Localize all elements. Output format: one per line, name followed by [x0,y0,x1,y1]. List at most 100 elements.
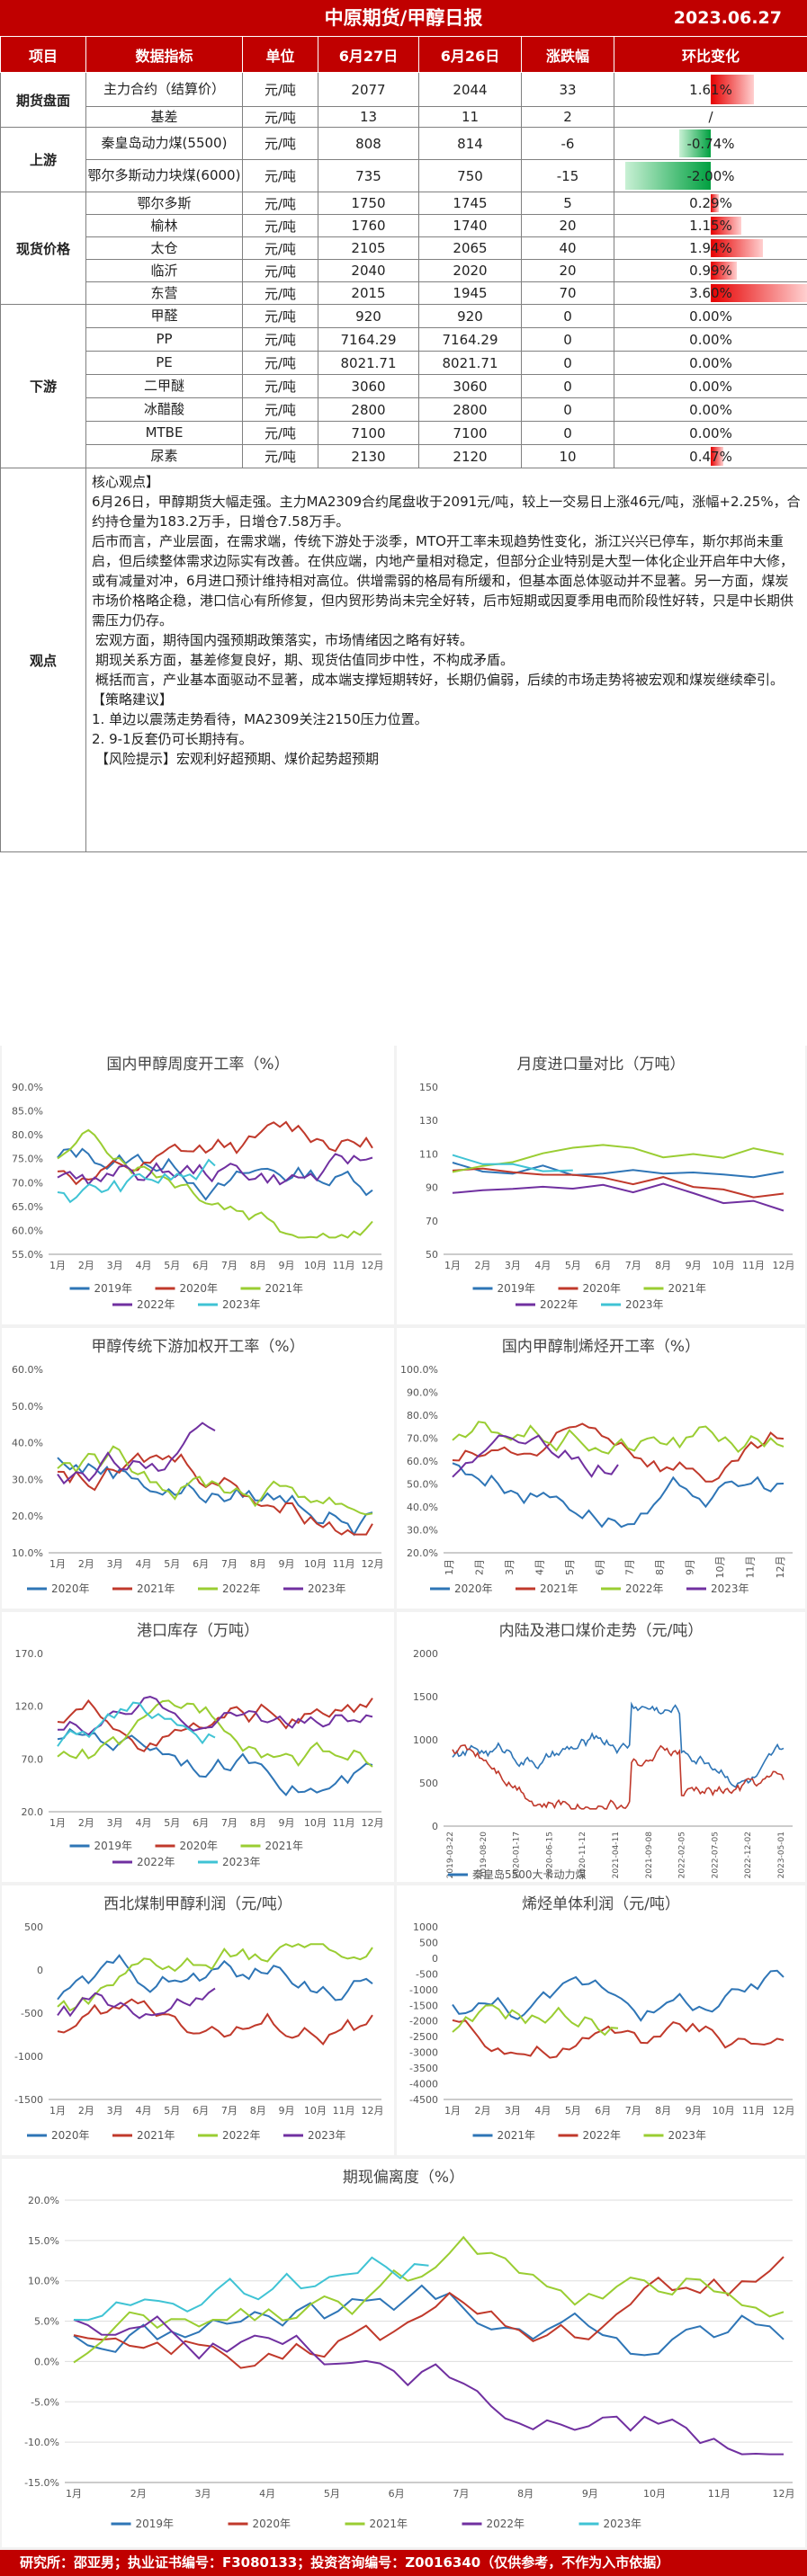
pct-change-bar [711,75,754,104]
y-tick-label: -4500 [409,2094,438,2106]
x-tick-label: 4月 [259,2488,275,2500]
series-line [57,1987,216,2019]
series-line [57,1153,373,1186]
x-tick-label: 5月 [565,1260,581,1271]
table-row: 现货价格 鄂尔多斯 元/吨 1750 1745 5 0.29% [0,192,807,305]
legend-label: 2021年 [137,2129,175,2142]
x-tick-label: 8月 [655,1260,671,1271]
value-date1-cell: 2077 [318,72,419,107]
data-table: 项目 数据指标 单位 6月27日 6月26日 涨跌幅 环比变化 期货盘面 主力合约… [0,36,807,852]
y-tick-label: 15.0% [28,2235,59,2247]
x-tick-label: 10月 [304,1260,327,1271]
x-tick-label: 9月 [279,1817,295,1829]
y-tick-label: 0 [432,1821,438,1832]
y-tick-label: 60.0% [12,1225,43,1236]
y-tick-label: 2000 [413,1648,438,1660]
x-tick-label: 2019-08-20 [480,1832,489,1879]
x-tick-label: 2020-06-15 [545,1832,554,1878]
viewpoint-para: 概括而言，产业基本面驱动不显著，成本端支撑短期转好，长期仍偏弱，后续的市场走势将… [95,672,785,688]
col-header-date2: 6月26日 [418,36,522,73]
y-tick-label: 1500 [413,1691,438,1703]
legend-label: 2021年 [265,1840,304,1852]
legend-label: 2020年 [180,1840,219,1852]
change-cell: 20 [521,214,614,237]
y-tick-label: 30.0% [407,1525,438,1537]
y-tick-label: 10.0% [28,2276,59,2287]
pct-change-value: / [708,109,713,125]
x-tick-label: 5月 [565,2105,581,2117]
x-tick-label: 1月 [49,1260,66,1271]
legend-label: 2020年 [454,1582,493,1595]
indicator-cell: 甲醛 [85,304,243,328]
pct-change-value: 0.00% [689,354,732,371]
pct-change-cell: 1.61% [614,72,807,107]
category-cell: 期货盘面 [0,72,86,128]
x-tick-label: 8月 [250,1558,266,1570]
y-tick-label: 500 [419,1937,438,1948]
change-cell: 70 [521,281,614,305]
pct-change-value: 0.00% [689,331,732,348]
legend-label: 2022年 [487,2518,525,2530]
pct-change-bar [711,217,742,235]
unit-cell: 元/吨 [242,397,318,422]
series-line [57,1422,216,1485]
pct-change-cell: 3.60% [614,281,807,305]
y-tick-label: -500 [416,1968,438,1980]
x-tick-label: 11月 [708,2488,731,2500]
pct-change-cell: 0.00% [614,304,807,328]
x-tick-label: 6月 [193,1260,209,1271]
change-cell: 33 [521,72,614,107]
change-cell: 0 [521,374,614,398]
indicator-cell: 尿素 [85,444,243,468]
series-line [57,1147,373,1201]
y-tick-label: 5.0% [34,2316,59,2328]
pct-change-bar [711,262,738,280]
y-tick-label: 20.0% [28,2195,59,2206]
x-tick-label: 7月 [625,1260,641,1271]
value-date1-cell: 1750 [318,192,419,215]
x-tick-label: 8月 [654,1559,666,1575]
unit-cell: 元/吨 [242,236,318,260]
series-line [452,1434,619,1478]
pct-change-value: 0.00% [689,308,732,325]
legend-label: 2023年 [625,1298,664,1311]
pct-change-value: 1.94% [689,240,732,256]
series-line [452,1969,785,2022]
legend-label: 秦皇岛5500大卡动力煤 [472,1867,587,1881]
chart-c5: 港口库存（万吨） 170.0 120.0 70.0 20.0 1月 2月 3月 4月 5月 6月 7月… [2,1612,394,1882]
value-date1-cell: 920 [318,304,419,328]
x-tick-label: 9月 [279,1260,295,1271]
col-header-change: 涨跌幅 [521,36,614,73]
value-date2-cell: 2044 [418,72,522,107]
unit-cell: 元/吨 [242,281,318,305]
report-footer: 研究所：邵亚男；执业证书编号：F3080133；投资咨询编号：Z0016340（… [0,2550,807,2576]
x-tick-label: 11月 [333,1260,355,1271]
pct-change-value: 0.00% [689,378,732,395]
table-row: 下游 甲醛 元/吨 920 920 0 0.00% [0,304,807,468]
x-tick-label: 10月 [304,2105,327,2117]
y-tick-label: 20.0% [12,1511,43,1522]
y-tick-label: 500 [419,1778,438,1789]
indicator-cell: 基差 [85,106,243,128]
pct-change-cell: 0.47% [614,444,807,468]
value-date1-cell: 13 [318,106,419,128]
x-tick-label: 2020-11-12 [578,1832,587,1878]
y-tick-label: -15.0% [24,2477,59,2489]
series-line [57,1158,216,1204]
y-tick-label: 0 [37,1965,43,1976]
unit-cell: 元/吨 [242,214,318,237]
chart-title: 西北煤制甲醇利润（元/吨） [103,1895,292,1913]
x-tick-label: 9月 [686,1260,702,1271]
value-date2-cell: 1745 [418,192,522,215]
chart-c3: 甲醇传统下游加权开工率（%） 60.0% 50.0% 40.0% 30.0% 20.0% 1… [2,1328,394,1609]
x-tick-label: 8月 [250,2105,266,2117]
y-tick-label: 70 [426,1216,438,1227]
series-line [452,1701,785,1788]
y-tick-label: 0 [432,1953,438,1965]
x-tick-label: 8月 [250,1817,266,1829]
pct-change-cell: 0.00% [614,351,807,375]
indicator-cell: 秦皇岛动力煤(5500) [85,127,243,160]
pct-change-value: 3.60% [689,285,732,301]
value-date2-cell: 2020 [418,259,522,282]
table-row: PE 元/吨 8021.71 8021.71 0 0.00% [1,351,807,375]
